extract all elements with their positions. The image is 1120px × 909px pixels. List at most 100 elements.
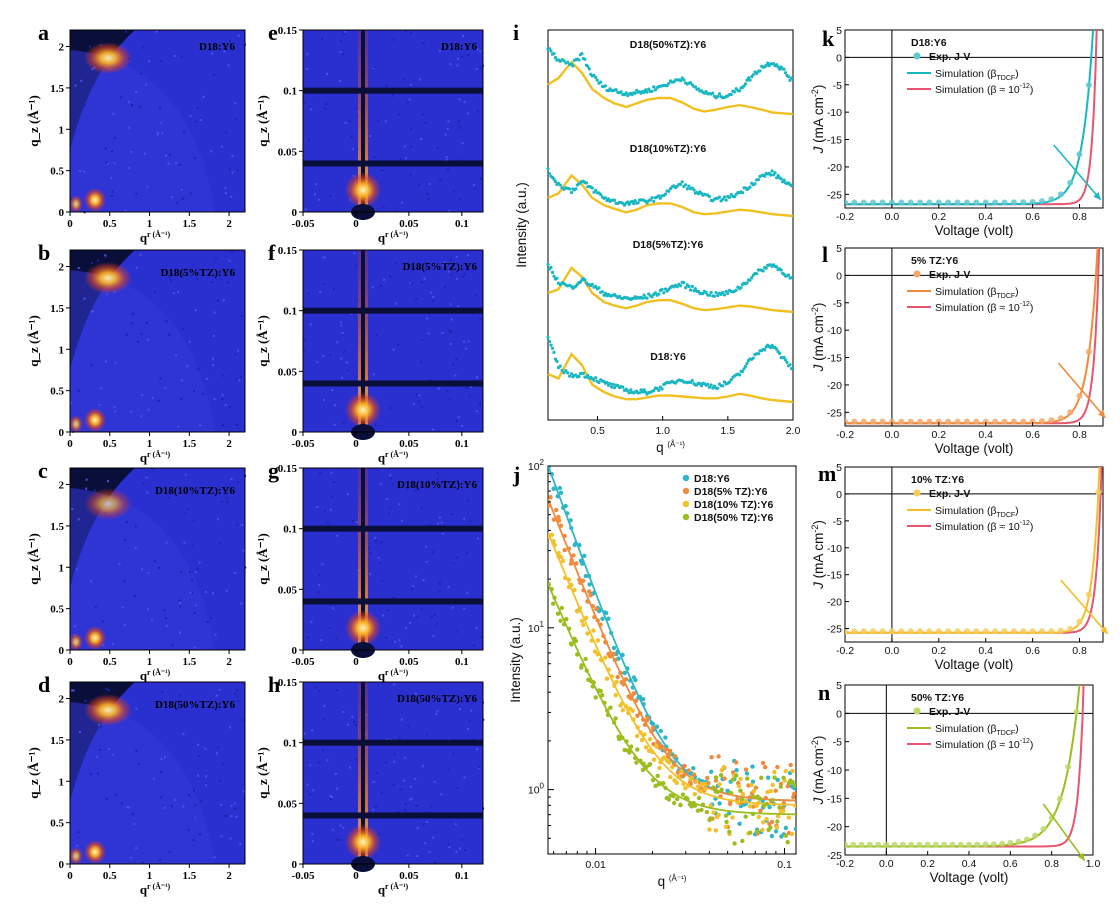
noise-speck — [380, 541, 383, 544]
panel-title: D18(10%TZ):Y6 — [397, 479, 478, 491]
noise-speck — [351, 715, 354, 718]
data-point — [789, 831, 795, 837]
y-tick-label: 0 — [836, 489, 842, 501]
data-point — [600, 616, 605, 621]
noise-speck — [179, 602, 182, 605]
exp-data-point — [917, 199, 924, 206]
noise-speck — [146, 338, 149, 341]
data-point — [583, 57, 587, 61]
noise-speck — [114, 793, 117, 796]
noise-speck — [456, 57, 459, 60]
data-point — [595, 618, 600, 623]
noise-speck — [228, 168, 231, 171]
y-tick-label: 0.5 — [50, 166, 64, 178]
data-point — [552, 350, 556, 354]
noise-speck — [165, 320, 168, 323]
jv-panel-k: -0.2 0.0 0.2 0.4 0.6 0.850-5-10-15-20-25Volta… — [810, 25, 1104, 238]
noise-speck — [180, 397, 183, 400]
y-axis-label: q_z (Å⁻¹) — [26, 747, 41, 799]
data-point — [553, 179, 558, 184]
noise-speck — [323, 256, 326, 259]
noise-speck — [78, 730, 81, 733]
noise-speck — [114, 410, 117, 413]
noise-speck — [325, 72, 328, 75]
beam-stop-glow — [69, 633, 83, 651]
noise-speck — [182, 733, 185, 736]
legend-marker — [682, 513, 690, 521]
y-tick-label: 102 — [528, 458, 545, 473]
data-point — [793, 826, 796, 832]
data-point — [597, 380, 601, 385]
noise-speck — [323, 705, 326, 708]
noise-speck — [385, 761, 388, 764]
noise-speck — [220, 500, 223, 503]
noise-speck — [467, 340, 470, 343]
data-point — [581, 578, 586, 583]
data-point — [774, 825, 780, 830]
x-tick-label: 1.5 — [182, 218, 196, 230]
data-point — [775, 777, 780, 783]
noise-speck — [130, 322, 133, 325]
x-tick-label: 0.0 — [885, 429, 900, 441]
data-point — [761, 820, 766, 825]
data-point — [586, 573, 592, 579]
data-point — [695, 808, 701, 813]
noise-speck — [462, 275, 465, 278]
data-point — [558, 490, 564, 495]
noise-speck — [230, 478, 233, 481]
noise-speck — [389, 275, 392, 278]
noise-speck — [476, 376, 479, 379]
noise-speck — [84, 699, 87, 702]
data-point — [753, 785, 758, 790]
data-point — [793, 803, 796, 808]
noise-speck — [237, 699, 240, 702]
y-tick-label: 5 — [836, 462, 842, 474]
noise-speck — [154, 291, 157, 294]
x-axis-label: Voltage (volt) — [935, 657, 1014, 672]
data-point — [615, 649, 620, 654]
noise-speck — [234, 102, 237, 105]
noise-speck — [369, 551, 372, 554]
data-point — [585, 631, 590, 636]
data-point — [569, 557, 574, 563]
data-point — [650, 749, 655, 755]
data-point — [764, 801, 769, 807]
noise-speck — [431, 428, 434, 431]
noise-speck — [219, 542, 222, 545]
noise-speck — [326, 759, 329, 762]
noise-speck — [335, 637, 338, 640]
data-point — [573, 541, 578, 546]
fit-line — [547, 265, 794, 314]
noise-speck — [392, 348, 395, 351]
exp-data-point — [949, 841, 956, 848]
noise-speck — [199, 423, 202, 426]
y-tick-label: -25 — [827, 850, 842, 862]
data-point — [552, 274, 556, 278]
noise-speck — [123, 579, 126, 582]
data-point — [670, 764, 675, 770]
noise-speck — [456, 64, 459, 67]
data-point — [609, 630, 614, 636]
panel-title: D18(5%TZ):Y6 — [160, 267, 235, 279]
data-point — [726, 811, 732, 816]
data-point — [563, 503, 568, 509]
data-point — [763, 795, 768, 801]
data-point — [755, 72, 759, 76]
noise-speck — [181, 197, 184, 200]
noise-speck — [334, 404, 337, 407]
y-tick-label: 0.05 — [278, 366, 298, 378]
noise-speck — [372, 808, 375, 811]
data-point — [693, 85, 698, 89]
noise-speck — [125, 333, 128, 336]
noise-speck — [441, 263, 444, 266]
noise-speck — [311, 729, 314, 732]
y-tick-label: 2 — [59, 694, 65, 706]
noise-speck — [128, 126, 131, 129]
data-point — [708, 816, 713, 821]
pi-stacking-peak — [84, 488, 132, 520]
noise-speck — [236, 523, 239, 526]
noise-speck — [195, 604, 198, 607]
y-tick-label: 0 — [59, 859, 65, 871]
legend-title: 50% TZ:Y6 — [911, 692, 964, 704]
noise-speck — [353, 720, 356, 723]
